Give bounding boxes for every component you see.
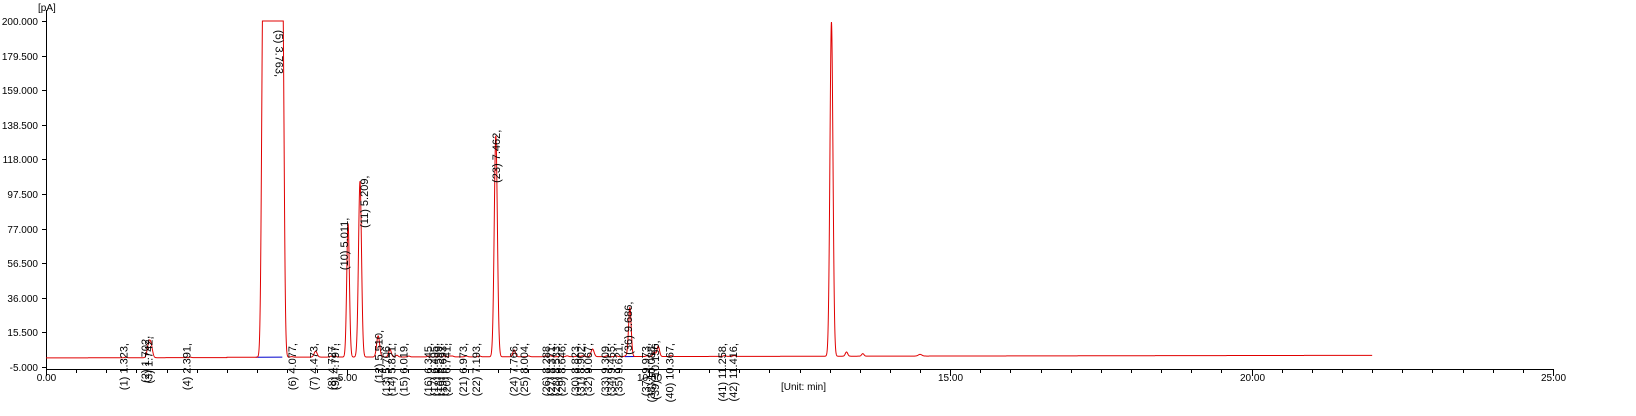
y-tick-label: 15.500 xyxy=(7,328,38,339)
peak-label: (6) 4.077, xyxy=(287,343,299,390)
peak-label: (37) 9.973, xyxy=(640,343,652,396)
y-tick-label: 77.000 xyxy=(7,225,38,236)
peak-label: (30) 8.823, xyxy=(570,343,582,396)
peak-label: (19) 6.693, xyxy=(437,343,449,396)
y-tick-label: 200.000 xyxy=(2,17,39,28)
peak-label: (14) 5.821, xyxy=(387,343,399,396)
peak-label: (24) 7.766, xyxy=(508,343,520,396)
y-tick-label: 97.500 xyxy=(7,190,38,201)
peak-label: (5) 3.763, xyxy=(273,30,285,77)
peak-label: (8) 4.727, xyxy=(326,343,338,390)
x-ticks: 0.00 5.00 10.00 15.00 20.00 25.00 xyxy=(37,369,1566,384)
peak-label: (33) 9.309, xyxy=(600,343,612,396)
peak-label: (25) 8.004, xyxy=(519,343,531,396)
peak-label: (29) 8.646, xyxy=(557,343,569,396)
peak-label: (23) 7.462, xyxy=(491,130,503,183)
peak-label: (15) 6.019, xyxy=(399,343,411,396)
peak-label: (36) 9.686, xyxy=(623,302,635,355)
peak-label: (41) 11.258, xyxy=(717,343,729,402)
peak-labels: (1) 1.323, (2) 1.702,(3) 1.742, (4) 2.391,… xyxy=(118,30,739,402)
y-tick-label: 56.500 xyxy=(7,259,38,270)
peak-label: (20) 6.741, xyxy=(442,343,454,396)
peak-label: (17) 6.495, xyxy=(429,343,441,396)
peak-label: (3) 1.742, xyxy=(144,336,156,383)
peak-label: (35) 9.621, xyxy=(613,343,625,396)
peak-label: (21) 6.973, xyxy=(458,343,470,396)
x-tick-label: 0.00 xyxy=(37,373,57,384)
x-tick-label: 5.00 xyxy=(338,373,358,384)
peak-label: (27) 8.371, xyxy=(546,343,558,396)
peak-label: (16) 6.345, xyxy=(423,343,435,396)
peak-label: (18) 6.599, xyxy=(433,343,445,396)
peak-label: (7) 4.473, xyxy=(308,343,320,390)
peak-label: (42) 11.416, xyxy=(728,343,740,402)
y-axis-unit-label: [pA] xyxy=(38,3,56,14)
peak-label: (32) 9.067, xyxy=(583,343,595,396)
peak-label: (31) 8.902, xyxy=(575,343,587,396)
peak-label: (9) 4.797, xyxy=(330,343,342,390)
y-tick-label: 179.500 xyxy=(2,52,39,63)
peak-label: (26) 8.288, xyxy=(541,343,553,396)
y-tick-label: 159.000 xyxy=(2,86,39,97)
peak-label: (34) 9.455, xyxy=(606,343,618,396)
peak-label: (22) 7.193, xyxy=(471,343,483,396)
x-tick-label: 10.00 xyxy=(637,373,662,384)
x-tick-label: 20.00 xyxy=(1240,373,1265,384)
peak-label: (1) 1.323, xyxy=(118,343,130,390)
peak-label: (4) 2.391, xyxy=(182,343,194,390)
axes xyxy=(46,10,1554,376)
peak-label: (10) 5.011, xyxy=(339,218,351,270)
y-tick-label: 138.500 xyxy=(2,121,39,132)
peak-label: (38) 10.088, xyxy=(646,343,658,402)
peak-label: (39) 10.156, xyxy=(650,340,662,399)
peak-label: (28) 8.533, xyxy=(551,343,563,396)
x-axis-unit-label: [Unit: min] xyxy=(781,382,826,393)
y-ticks: 200.000 179.500 159.000 138.500 118.000 97.50… xyxy=(2,17,46,374)
x-tick-label: 25.00 xyxy=(1541,373,1566,384)
y-tick-label: 36.000 xyxy=(7,294,38,305)
peak-label: (2) 1.702, xyxy=(140,336,152,383)
signal-trace xyxy=(46,20,1373,359)
peak-label: (12) 5.510, xyxy=(373,330,385,383)
x-tick-label: 15.00 xyxy=(938,373,963,384)
y-tick-label: -5.000 xyxy=(10,363,39,374)
peak-label: (13) 5.706, xyxy=(381,343,393,396)
peak-label: (40) 10.367, xyxy=(665,343,677,402)
y-tick-label: 118.000 xyxy=(3,155,39,166)
peak-label: (11) 5.209, xyxy=(359,176,371,228)
